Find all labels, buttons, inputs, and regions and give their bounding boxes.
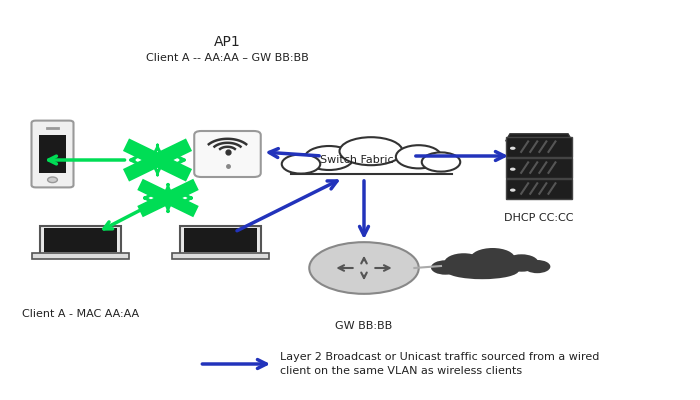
- Bar: [505, 138, 573, 157]
- Circle shape: [48, 177, 57, 182]
- Ellipse shape: [505, 254, 538, 272]
- Bar: [181, 226, 260, 254]
- Bar: [185, 228, 257, 252]
- Ellipse shape: [309, 242, 419, 294]
- Text: client on the same VLAN as wireless clients: client on the same VLAN as wireless clie…: [280, 366, 522, 376]
- Bar: [45, 228, 116, 252]
- Bar: [41, 226, 121, 254]
- Ellipse shape: [396, 145, 442, 168]
- Ellipse shape: [444, 253, 484, 273]
- Ellipse shape: [421, 152, 461, 172]
- Ellipse shape: [524, 260, 550, 273]
- Circle shape: [510, 188, 515, 192]
- Ellipse shape: [431, 260, 460, 275]
- Ellipse shape: [340, 137, 402, 165]
- Text: Layer 2 Broadcast or Unicast traffic sourced from a wired: Layer 2 Broadcast or Unicast traffic sou…: [280, 352, 599, 362]
- Text: DHCP CC:CC: DHCP CC:CC: [504, 213, 574, 223]
- FancyBboxPatch shape: [32, 121, 74, 187]
- Ellipse shape: [282, 154, 321, 174]
- Text: GW BB:BB: GW BB:BB: [335, 321, 393, 331]
- Ellipse shape: [304, 146, 354, 170]
- Circle shape: [510, 168, 515, 171]
- Ellipse shape: [470, 248, 515, 269]
- Bar: [290, 156, 452, 178]
- Text: Client A -- AA:AA – GW BB:BB: Client A -- AA:AA – GW BB:BB: [146, 53, 309, 63]
- Bar: [505, 179, 573, 199]
- Bar: [172, 253, 269, 259]
- FancyBboxPatch shape: [195, 131, 261, 177]
- Text: Switch Fabric: Switch Fabric: [320, 155, 394, 165]
- Bar: [39, 135, 66, 173]
- Bar: [505, 158, 573, 178]
- Ellipse shape: [445, 262, 519, 279]
- Text: AP1: AP1: [214, 35, 241, 49]
- Bar: [32, 253, 129, 259]
- Text: Client A - MAC AA:AA: Client A - MAC AA:AA: [22, 309, 139, 319]
- Polygon shape: [505, 134, 573, 141]
- Circle shape: [510, 147, 515, 150]
